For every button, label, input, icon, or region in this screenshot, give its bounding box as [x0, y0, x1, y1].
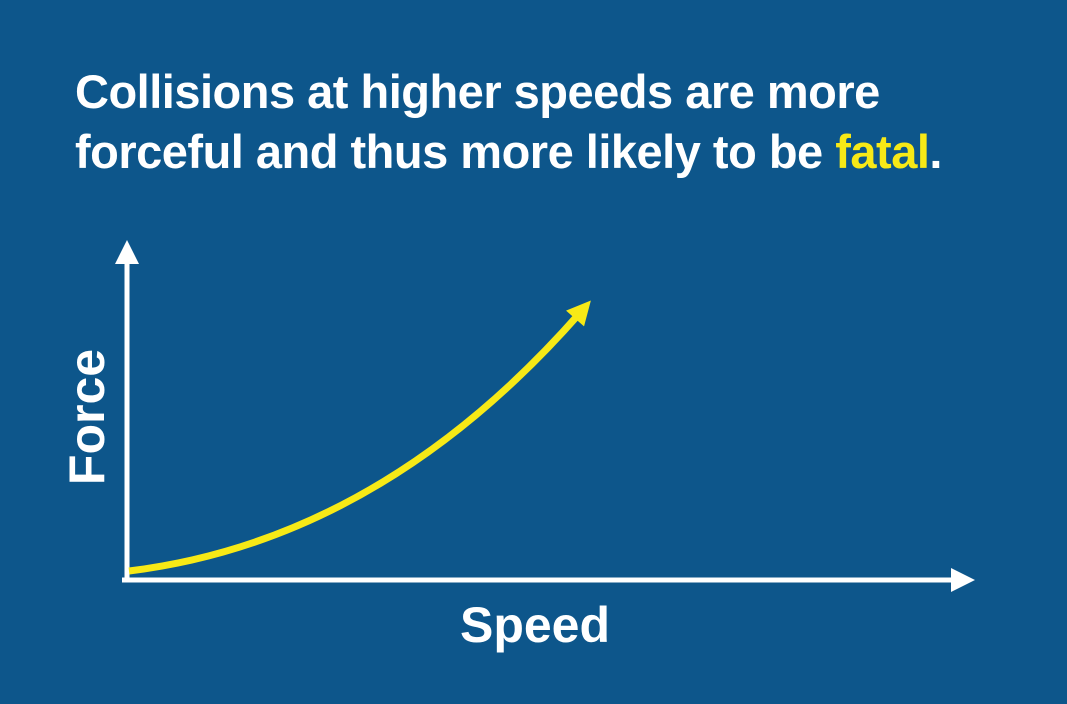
headline-line2: forceful and thus more likely to be fata… [75, 122, 1035, 182]
headline-highlight-fatal: fatal [835, 125, 930, 178]
headline-line2-period: . [929, 125, 942, 178]
headline-line1: Collisions at higher speeds are more [75, 62, 1035, 122]
headline: Collisions at higher speeds are more for… [75, 62, 1035, 182]
x-axis-label: Speed [459, 597, 611, 653]
headline-line2-prefix: forceful and thus more likely to be [75, 125, 836, 178]
force-speed-curve [128, 300, 591, 575]
y-axis-label: Force [59, 348, 115, 486]
headline-line1-text: Collisions at higher speeds are more [75, 65, 880, 118]
